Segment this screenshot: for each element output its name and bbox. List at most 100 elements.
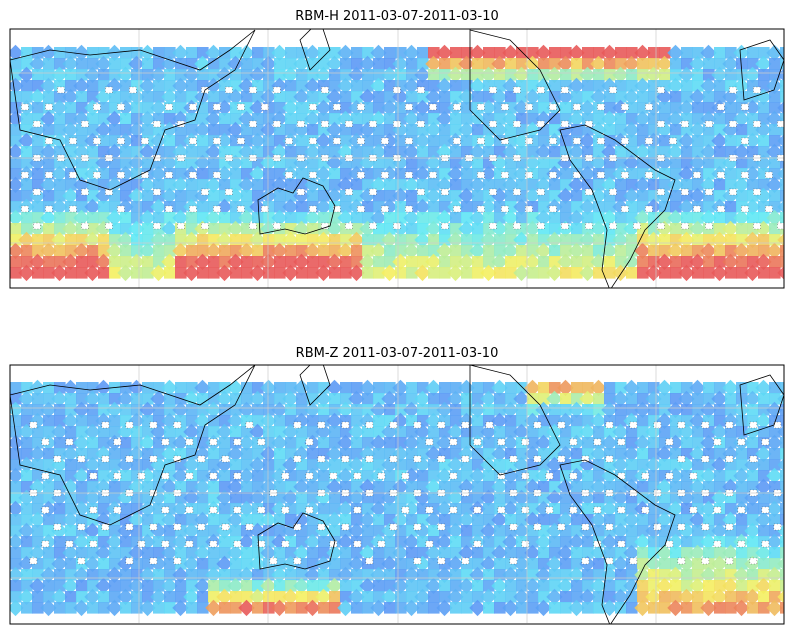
field-cell — [725, 135, 737, 147]
field-cell — [351, 190, 363, 202]
field-cell — [744, 66, 761, 84]
field-cell — [725, 146, 737, 158]
field-cell — [549, 404, 561, 416]
field-cell — [249, 456, 266, 474]
field-cell — [395, 102, 407, 114]
field-cell — [98, 69, 110, 81]
station-marker — [585, 120, 593, 128]
field-cell — [590, 154, 607, 172]
field-cell — [40, 209, 57, 227]
station-marker — [645, 171, 653, 179]
field-cell — [175, 102, 187, 114]
field-cell — [648, 470, 660, 482]
station-marker — [413, 421, 422, 429]
field-cell — [340, 481, 352, 493]
field-cell — [208, 514, 220, 526]
field-cell — [230, 47, 242, 59]
field-cell — [612, 165, 629, 183]
station-marker — [233, 438, 242, 446]
field-cell — [263, 146, 275, 158]
station-marker — [513, 222, 521, 230]
field-cell — [571, 580, 583, 592]
field-cell — [439, 547, 451, 559]
field-cell — [769, 135, 781, 147]
field-cell — [623, 121, 640, 139]
field-cell — [491, 253, 508, 271]
field-cell — [549, 415, 561, 427]
field-cell — [395, 146, 407, 158]
station-marker — [141, 137, 149, 145]
field-cell — [109, 580, 121, 592]
station-marker — [153, 188, 161, 196]
field-cell — [560, 404, 572, 416]
field-cell — [725, 245, 737, 257]
field-cell — [340, 69, 352, 81]
field-cell — [373, 135, 385, 147]
field-cell — [516, 157, 528, 169]
field-cell — [626, 80, 638, 92]
coastline — [739, 39, 784, 101]
field-cell — [469, 242, 486, 260]
field-cell — [120, 536, 132, 548]
field-cell — [293, 253, 310, 271]
station-marker — [725, 557, 734, 565]
field-cell — [395, 47, 407, 59]
field-cell — [175, 514, 187, 526]
field-cell — [153, 569, 165, 581]
station-marker — [629, 421, 638, 429]
field-cell — [769, 514, 781, 526]
field-cell — [285, 256, 297, 268]
field-cell — [439, 525, 451, 537]
field-cell — [700, 77, 717, 95]
field-cell — [524, 253, 541, 271]
field-cell — [98, 245, 110, 257]
field-cell — [681, 580, 693, 592]
field-cell — [582, 146, 594, 158]
field-cell — [513, 165, 530, 183]
station-marker — [537, 120, 545, 128]
field-cell — [414, 390, 431, 408]
field-cell — [524, 187, 541, 205]
field-cell — [318, 415, 330, 427]
field-cell — [758, 102, 770, 114]
field-cell — [76, 481, 88, 493]
field-cell — [318, 547, 330, 559]
field-cell — [406, 393, 418, 405]
field-cell — [670, 580, 682, 592]
field-cell — [681, 179, 693, 191]
field-cell — [725, 267, 737, 279]
field-cell — [648, 602, 660, 614]
field-cell — [637, 267, 649, 279]
field-cell — [560, 591, 572, 603]
field-cell — [703, 190, 715, 202]
field-cell — [384, 80, 396, 92]
field-cell — [384, 481, 396, 493]
field-cell — [285, 602, 297, 614]
field-cell — [406, 481, 418, 493]
field-cell — [667, 434, 684, 452]
station-marker — [389, 421, 398, 429]
field-cell — [626, 234, 638, 246]
field-cell — [219, 415, 231, 427]
field-cell — [164, 426, 176, 438]
map-frame — [9, 28, 785, 289]
field-cell — [252, 547, 264, 559]
station-marker — [557, 523, 566, 531]
station-marker — [497, 506, 506, 514]
station-marker — [33, 222, 41, 230]
field-cell — [725, 201, 737, 213]
field-cell — [527, 146, 539, 158]
field-cell — [43, 256, 55, 268]
field-cell — [502, 209, 519, 227]
field-cell — [87, 245, 99, 257]
field-cell — [32, 591, 44, 603]
field-cell — [263, 437, 275, 449]
field-cell — [513, 456, 530, 474]
field-cell — [656, 445, 673, 463]
station-marker — [77, 455, 86, 463]
field-cell — [76, 393, 88, 405]
field-cell — [480, 489, 497, 507]
field-cell — [590, 511, 607, 529]
field-cell — [714, 80, 726, 92]
field-cell — [307, 393, 319, 405]
